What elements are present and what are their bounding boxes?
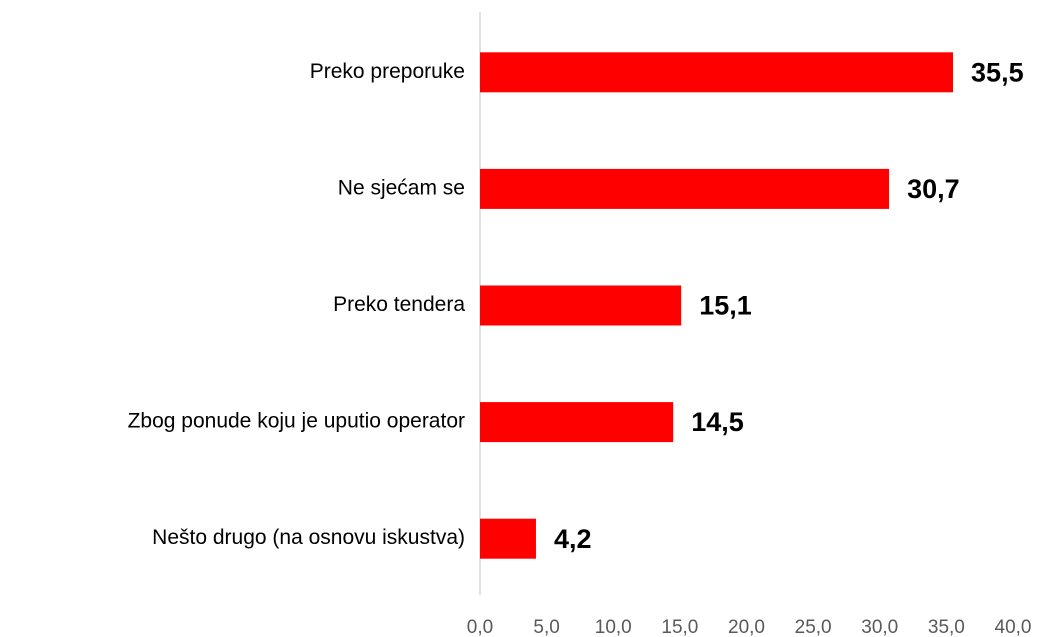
x-tick-label: 40,0	[995, 617, 1032, 637]
category-label: Nešto drugo (na osnovu iskustva)	[152, 526, 465, 549]
x-tick-label: 20,0	[728, 617, 765, 637]
x-tick-label: 0,0	[467, 617, 493, 637]
value-label: 14,5	[691, 407, 744, 437]
bar	[480, 518, 536, 559]
category-label: Ne sjećam se	[338, 176, 465, 199]
x-tick-label: 25,0	[795, 617, 832, 637]
bar	[480, 168, 890, 209]
value-label: 15,1	[699, 291, 752, 321]
bar	[480, 52, 954, 93]
value-label: 30,7	[907, 174, 960, 204]
value-label: 35,5	[971, 57, 1024, 87]
x-tick-label: 35,0	[928, 617, 965, 637]
x-tick-label: 30,0	[861, 617, 898, 637]
x-tick-label: 10,0	[595, 617, 632, 637]
category-label: Preko preporuke	[310, 60, 465, 83]
category-label: Zbog ponude koju je uputio operator	[128, 410, 465, 433]
x-tick-label: 15,0	[661, 617, 698, 637]
x-tick-label: 5,0	[533, 617, 559, 637]
bar	[480, 285, 682, 326]
value-label: 4,2	[554, 524, 592, 554]
bar	[480, 402, 674, 443]
category-label: Preko tendera	[333, 293, 465, 316]
